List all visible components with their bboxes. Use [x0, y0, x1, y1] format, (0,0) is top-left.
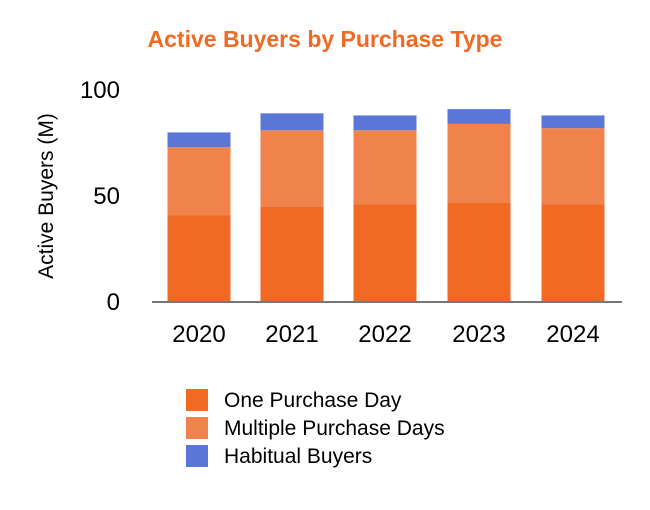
bar-2020-series-0	[167, 215, 231, 302]
x-tick-label: 2023	[452, 321, 505, 348]
bar-2020-series-1	[167, 147, 231, 216]
y-tick-label: 100	[80, 77, 120, 104]
bars	[167, 109, 605, 302]
legend: One Purchase Day Multiple Purchase Days Ha…	[186, 389, 445, 468]
bar-2023-series-2	[447, 109, 511, 124]
chart-title: Active Buyers by Purchase Type	[148, 26, 503, 52]
x-ticks: 2020 2021 2022 2023 2024	[172, 321, 599, 348]
legend-label: One Purchase Day	[224, 389, 402, 412]
bar-2022-series-1	[353, 130, 417, 205]
bar-2022-series-2	[353, 115, 417, 131]
y-axis-title: Active Buyers (M)	[35, 113, 58, 279]
bar-2024-series-0	[541, 204, 605, 302]
bar-2023-series-1	[447, 123, 511, 203]
bar-2021-series-0	[260, 206, 324, 302]
y-ticks: 0 50 100	[80, 77, 120, 316]
legend-swatch	[186, 389, 208, 411]
y-tick-label: 50	[93, 183, 120, 210]
y-tick-label: 0	[107, 289, 120, 316]
bar-2020-series-2	[167, 132, 231, 148]
legend-swatch	[186, 417, 208, 439]
legend-label: Habitual Buyers	[224, 445, 372, 468]
bar-2021-series-1	[260, 130, 324, 207]
x-tick-label: 2022	[358, 321, 411, 348]
x-tick-label: 2024	[546, 321, 599, 348]
bar-2023-series-0	[447, 202, 511, 302]
x-tick-label: 2020	[172, 321, 225, 348]
legend-label: Multiple Purchase Days	[224, 417, 445, 440]
bar-2024-series-2	[541, 115, 605, 129]
legend-swatch	[186, 445, 208, 467]
x-tick-label: 2021	[265, 321, 318, 348]
plot-area: 0 50 100 2020 2021 2022 2023 2024	[80, 77, 622, 348]
bar-2024-series-1	[541, 128, 605, 205]
bar-2021-series-2	[260, 113, 324, 131]
bar-2022-series-0	[353, 204, 417, 302]
